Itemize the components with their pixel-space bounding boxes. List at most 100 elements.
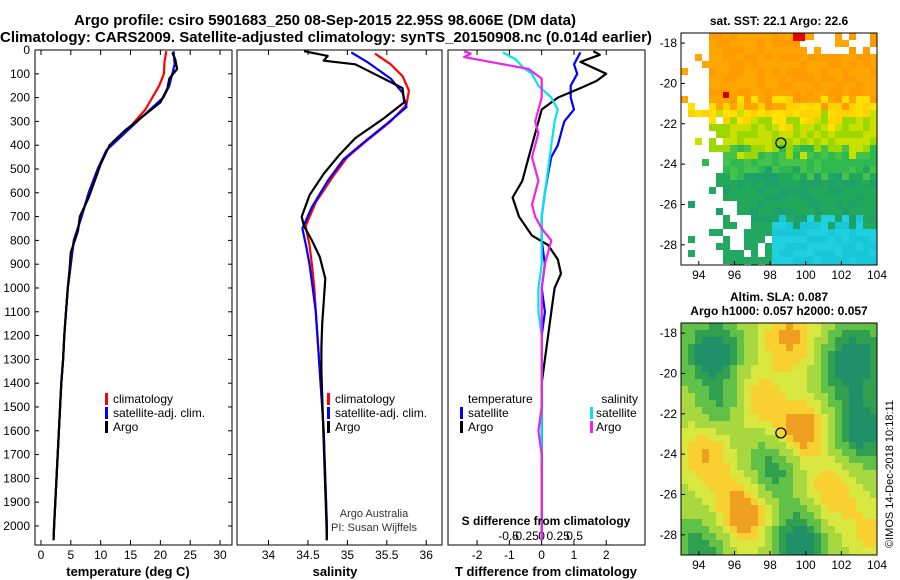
sst-cell <box>793 117 800 124</box>
sla-cell <box>744 351 751 358</box>
sst-cell <box>870 194 877 201</box>
sla-cell <box>765 540 772 547</box>
map-x-tick-label: 98 <box>763 558 777 572</box>
sst-cell <box>744 145 751 152</box>
sla-cell <box>772 470 779 477</box>
legend-swatch-t-argo <box>460 421 463 433</box>
sst-cell <box>730 96 737 103</box>
sst-cell <box>786 138 793 145</box>
sla-cell <box>744 470 751 477</box>
sla-cell <box>814 463 821 470</box>
sla-cell <box>786 547 793 554</box>
sst-cell <box>828 194 835 201</box>
sla-cell <box>821 372 828 379</box>
sla-cell <box>779 512 786 519</box>
sst-cell <box>863 208 870 215</box>
sla-cell <box>737 393 744 400</box>
sst-cell <box>786 159 793 166</box>
sla-cell <box>814 470 821 477</box>
sst-cell <box>870 152 877 159</box>
sst-cell <box>807 89 814 96</box>
sla-cell <box>779 386 786 393</box>
sst-cell <box>863 152 870 159</box>
sst-cell <box>835 159 842 166</box>
sla-cell <box>807 435 814 442</box>
sla-cell <box>737 526 744 533</box>
sla-cell <box>695 519 702 526</box>
sla-cell <box>814 372 821 379</box>
sst-cell <box>842 257 849 264</box>
sla-cell <box>688 491 695 498</box>
sst-cell <box>758 110 765 117</box>
sst-cell <box>751 201 758 208</box>
sla-cell <box>828 512 835 519</box>
sla-cell <box>695 344 702 351</box>
sst-cell <box>828 89 835 96</box>
sst-cell <box>744 173 751 180</box>
sst-cell <box>821 61 828 68</box>
sla-cell <box>863 547 870 554</box>
sla-cell <box>793 470 800 477</box>
sst-cell <box>786 152 793 159</box>
sst-cell <box>821 96 828 103</box>
sst-cell <box>849 75 856 82</box>
sla-cell <box>758 337 765 344</box>
sla-cell <box>772 533 779 540</box>
x-tick-label: -1 <box>504 548 515 562</box>
sla-cell <box>800 477 807 484</box>
sla-cell <box>723 526 730 533</box>
sla-cell <box>737 358 744 365</box>
sla-cell <box>716 526 723 533</box>
sla-cell <box>765 449 772 456</box>
sst-cell <box>786 243 793 250</box>
sla-map-axes: 94 96 98 100 102 104-18-20-22-24-26-28 <box>660 326 888 572</box>
sla-cell <box>709 533 716 540</box>
sla-cell <box>688 498 695 505</box>
sst-cell <box>835 96 842 103</box>
sst-cell <box>856 89 863 96</box>
sst-cell <box>807 103 814 110</box>
sla-cell <box>779 533 786 540</box>
sla-cell <box>814 386 821 393</box>
sst-cell <box>716 243 723 250</box>
sla-cell <box>849 372 856 379</box>
sla-cell <box>828 477 835 484</box>
sla-cell <box>737 484 744 491</box>
sla-cell <box>863 323 870 330</box>
sst-cell <box>849 138 856 145</box>
sst-cell <box>821 243 828 250</box>
sst-cell <box>765 215 772 222</box>
sla-cell <box>716 351 723 358</box>
sst-cell <box>744 103 751 110</box>
sst-cell <box>723 54 730 61</box>
sst-cell <box>793 103 800 110</box>
sst-cell <box>744 82 751 89</box>
sst-cell <box>744 194 751 201</box>
sst-cell <box>709 68 716 75</box>
sst-cell <box>730 187 737 194</box>
sla-cell <box>681 526 688 533</box>
sla-cell <box>870 372 877 379</box>
sst-cell <box>723 138 730 145</box>
sst-cell <box>814 145 821 152</box>
sst-cell <box>723 152 730 159</box>
sst-cell <box>716 89 723 96</box>
depth-tick-label: 1800 <box>3 471 30 485</box>
sst-cell <box>793 152 800 159</box>
sla-cell <box>793 372 800 379</box>
x-tick-label: 36 <box>420 548 434 562</box>
map-y-tick-label: -26 <box>660 197 678 211</box>
sst-cell <box>730 138 737 145</box>
sla-cell <box>702 505 709 512</box>
sst-cell <box>807 166 814 173</box>
sla-cell <box>758 498 765 505</box>
sst-cell <box>737 194 744 201</box>
sla-cell <box>751 449 758 456</box>
sla-cell <box>730 428 737 435</box>
sla-cell <box>842 456 849 463</box>
sla-cell <box>856 414 863 421</box>
sst-cell <box>723 180 730 187</box>
temperature-panel: 0100200300400500600700800900100011001200… <box>3 43 645 579</box>
depth-tick-label: 200 <box>10 91 30 105</box>
sla-cell <box>807 547 814 554</box>
